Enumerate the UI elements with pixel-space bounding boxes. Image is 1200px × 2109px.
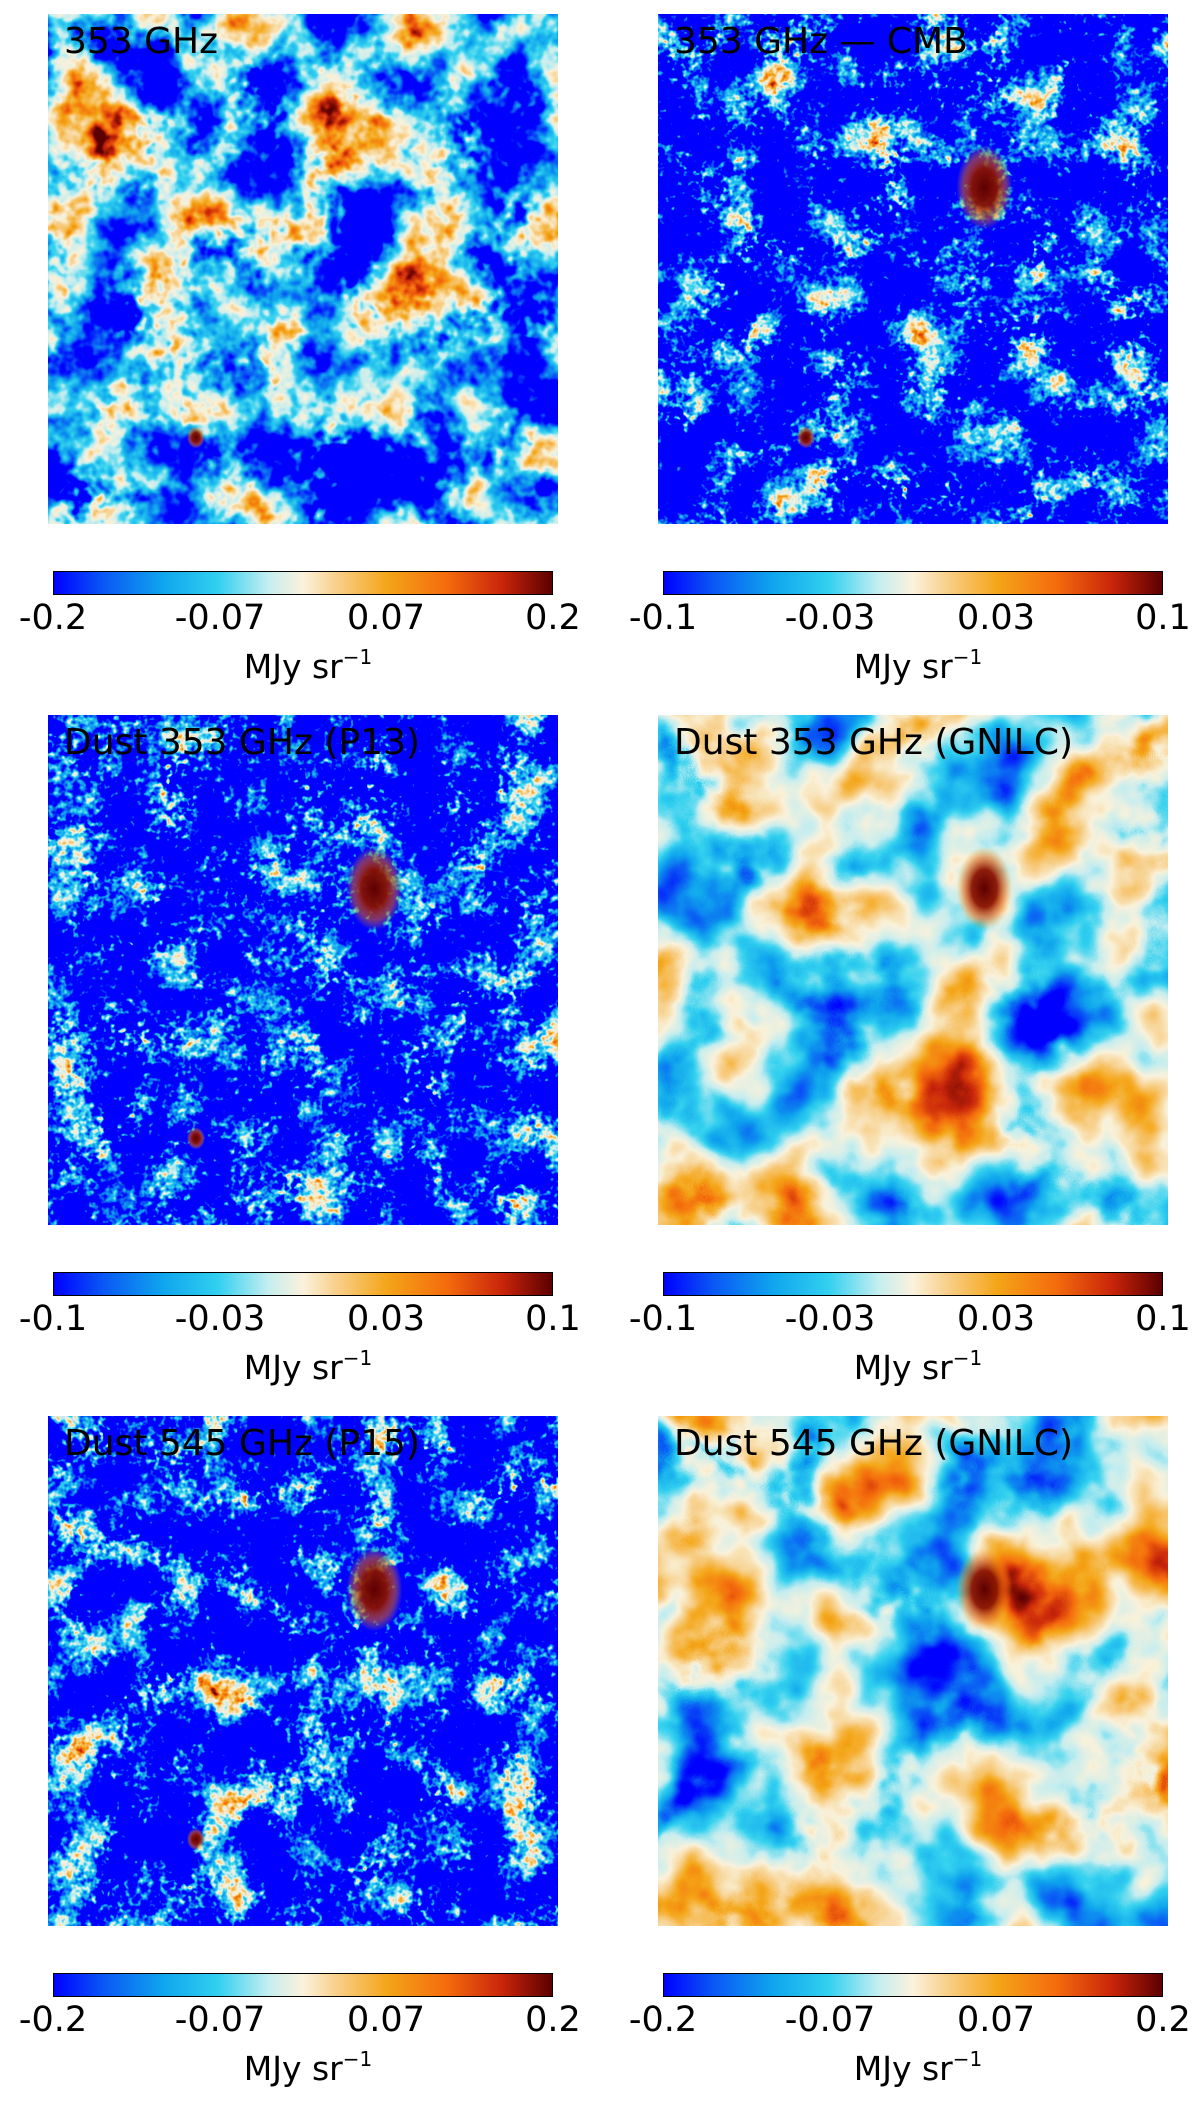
colorbar-unit: MJy sr−1 <box>854 2049 982 2085</box>
map-panel-dust-353-gnilc: Dust 353 GHz (GNILC) <box>658 715 1168 1225</box>
colorbar-tick-label: -0.07 <box>174 2000 266 2040</box>
colorbar-tick-label: -0.03 <box>784 1299 876 1339</box>
unit-exponent: −1 <box>952 1346 983 1370</box>
colorbar-gradient <box>53 1272 553 1296</box>
unit-text: MJy sr <box>243 1348 343 1387</box>
colorbar-tick-label: 0.1 <box>1135 1299 1191 1339</box>
colorbar-tick-label: 0.1 <box>525 1299 581 1339</box>
panel-title: Dust 545 GHz (GNILC) <box>674 1423 1074 1464</box>
map-field <box>48 14 558 524</box>
unit-exponent: −1 <box>952 2047 983 2071</box>
compact-source <box>796 426 815 449</box>
colorbar: -0.1 -0.03 0.03 0.1 MJy sr−1 <box>18 1272 598 1402</box>
colorbar-tick-label: 0.2 <box>525 2000 581 2040</box>
map-panel-dust-353-p13: Dust 353 GHz (P13) <box>48 715 558 1225</box>
panel-title: Dust 545 GHz (P15) <box>64 1423 420 1464</box>
colorbar: -0.2 -0.07 0.07 0.2 MJy sr−1 <box>18 1973 598 2103</box>
colorbar-tick-label: -0.1 <box>628 1299 698 1339</box>
colorbar-gradient <box>663 1973 1163 1997</box>
map-panel-353-minus-cmb: 353 GHz — CMB <box>658 14 1168 524</box>
panel-title: 353 GHz — CMB <box>674 21 968 62</box>
unit-exponent: −1 <box>342 1346 373 1370</box>
bright-source <box>346 1547 403 1632</box>
colorbar: -0.1 -0.03 0.03 0.1 MJy sr−1 <box>628 571 1200 701</box>
map-panel-dust-545-p15: Dust 545 GHz (P15) <box>48 1416 558 1926</box>
unit-text: MJy sr <box>853 647 953 686</box>
colorbar-unit: MJy sr−1 <box>854 647 982 683</box>
colorbar-tick-label: 0.2 <box>525 598 581 638</box>
sky-map <box>658 14 1168 524</box>
sky-map <box>48 1416 558 1926</box>
colorbar-gradient <box>663 571 1163 595</box>
bright-source <box>956 1547 1013 1632</box>
colorbar-tick-label: 0.07 <box>347 598 425 638</box>
map-field <box>48 715 558 1225</box>
map-field <box>658 715 1168 1225</box>
colorbar-tick-label: -0.2 <box>18 2000 88 2040</box>
colorbar-unit: MJy sr−1 <box>244 1348 372 1384</box>
panel-title: Dust 353 GHz (GNILC) <box>674 722 1074 763</box>
bright-source <box>956 846 1013 931</box>
sky-map <box>658 715 1168 1225</box>
unit-text: MJy sr <box>243 2049 343 2088</box>
colorbar-gradient <box>53 1973 553 1997</box>
map-field <box>658 1416 1168 1926</box>
colorbar-tick-label: -0.07 <box>784 2000 876 2040</box>
compact-source <box>186 1127 205 1150</box>
colorbar-tick-label: -0.2 <box>628 2000 698 2040</box>
colorbar-tick-label: 0.03 <box>347 1299 425 1339</box>
sky-map <box>658 1416 1168 1926</box>
unit-text: MJy sr <box>243 647 343 686</box>
map-field <box>48 1416 558 1926</box>
colorbar-tick-label: -0.03 <box>174 1299 266 1339</box>
colorbar-gradient <box>663 1272 1163 1296</box>
unit-exponent: −1 <box>342 2047 373 2071</box>
colorbar-tick-label: -0.1 <box>628 598 698 638</box>
sky-map <box>48 715 558 1225</box>
bright-source <box>956 145 1013 230</box>
compact-source <box>186 1828 205 1851</box>
panel-title: 353 GHz <box>64 21 219 62</box>
colorbar: -0.2 -0.07 0.07 0.2 MJy sr−1 <box>18 571 598 701</box>
unit-exponent: −1 <box>952 645 983 669</box>
colorbar-tick-label: -0.03 <box>784 598 876 638</box>
colorbar-unit: MJy sr−1 <box>244 2049 372 2085</box>
colorbar-tick-label: -0.2 <box>18 598 88 638</box>
colorbar-tick-label: 0.07 <box>347 2000 425 2040</box>
colorbar-tick-label: 0.03 <box>957 598 1035 638</box>
colorbar-tick-label: 0.03 <box>957 1299 1035 1339</box>
unit-exponent: −1 <box>342 645 373 669</box>
unit-text: MJy sr <box>853 1348 953 1387</box>
map-field <box>658 14 1168 524</box>
colorbar-tick-label: 0.2 <box>1135 2000 1191 2040</box>
colorbar-gradient <box>53 571 553 595</box>
compact-source <box>186 426 205 449</box>
colorbar-tick-label: 0.1 <box>1135 598 1191 638</box>
colorbar-tick-label: 0.07 <box>957 2000 1035 2040</box>
map-panel-dust-545-gnilc: Dust 545 GHz (GNILC) <box>658 1416 1168 1926</box>
map-panel-353: 353 GHz <box>48 14 558 524</box>
sky-map <box>48 14 558 524</box>
bright-source <box>346 846 403 931</box>
panel-title: Dust 353 GHz (P13) <box>64 722 420 763</box>
colorbar: -0.1 -0.03 0.03 0.1 MJy sr−1 <box>628 1272 1200 1402</box>
unit-text: MJy sr <box>853 2049 953 2088</box>
colorbar-unit: MJy sr−1 <box>854 1348 982 1384</box>
colorbar-tick-label: -0.1 <box>18 1299 88 1339</box>
colorbar-unit: MJy sr−1 <box>244 647 372 683</box>
colorbar-tick-label: -0.07 <box>174 598 266 638</box>
colorbar: -0.2 -0.07 0.07 0.2 MJy sr−1 <box>628 1973 1200 2103</box>
